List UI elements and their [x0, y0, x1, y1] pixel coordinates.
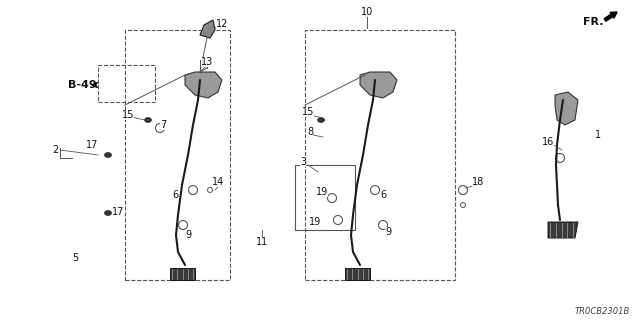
Text: 9: 9 — [385, 227, 391, 237]
Text: B-49: B-49 — [68, 80, 97, 90]
Ellipse shape — [104, 211, 111, 215]
Text: 17: 17 — [112, 207, 124, 217]
Bar — [98, 65, 155, 102]
Polygon shape — [555, 92, 578, 125]
Text: 5: 5 — [72, 253, 78, 263]
Text: 1: 1 — [595, 130, 601, 140]
Polygon shape — [345, 268, 370, 280]
Text: 14: 14 — [212, 177, 224, 187]
Bar — [125, 30, 230, 280]
Text: 15: 15 — [302, 107, 314, 117]
Text: 11: 11 — [256, 237, 268, 247]
Polygon shape — [185, 72, 222, 98]
Text: FR.: FR. — [583, 17, 604, 27]
Ellipse shape — [145, 117, 152, 123]
Polygon shape — [360, 72, 397, 98]
Polygon shape — [548, 222, 578, 238]
Bar — [295, 165, 355, 230]
Bar — [305, 30, 455, 280]
Text: 6: 6 — [172, 190, 178, 200]
Polygon shape — [200, 20, 215, 38]
Ellipse shape — [317, 117, 324, 123]
Text: 13: 13 — [201, 57, 213, 67]
Text: 19: 19 — [309, 217, 321, 227]
Text: 19: 19 — [316, 187, 328, 197]
Text: 9: 9 — [185, 230, 191, 240]
Text: 3: 3 — [300, 157, 306, 167]
FancyArrow shape — [604, 12, 617, 21]
Text: 7: 7 — [160, 120, 166, 130]
Text: 17: 17 — [86, 140, 98, 150]
Text: TR0CB2301B: TR0CB2301B — [575, 308, 630, 316]
Text: 10: 10 — [361, 7, 373, 17]
Text: 6: 6 — [380, 190, 386, 200]
Text: 2: 2 — [52, 145, 58, 155]
Text: 18: 18 — [472, 177, 484, 187]
Polygon shape — [170, 268, 195, 280]
Text: 8: 8 — [307, 127, 313, 137]
Text: 16: 16 — [542, 137, 554, 147]
Text: 15: 15 — [122, 110, 134, 120]
Ellipse shape — [104, 153, 111, 157]
Text: 12: 12 — [216, 19, 228, 29]
